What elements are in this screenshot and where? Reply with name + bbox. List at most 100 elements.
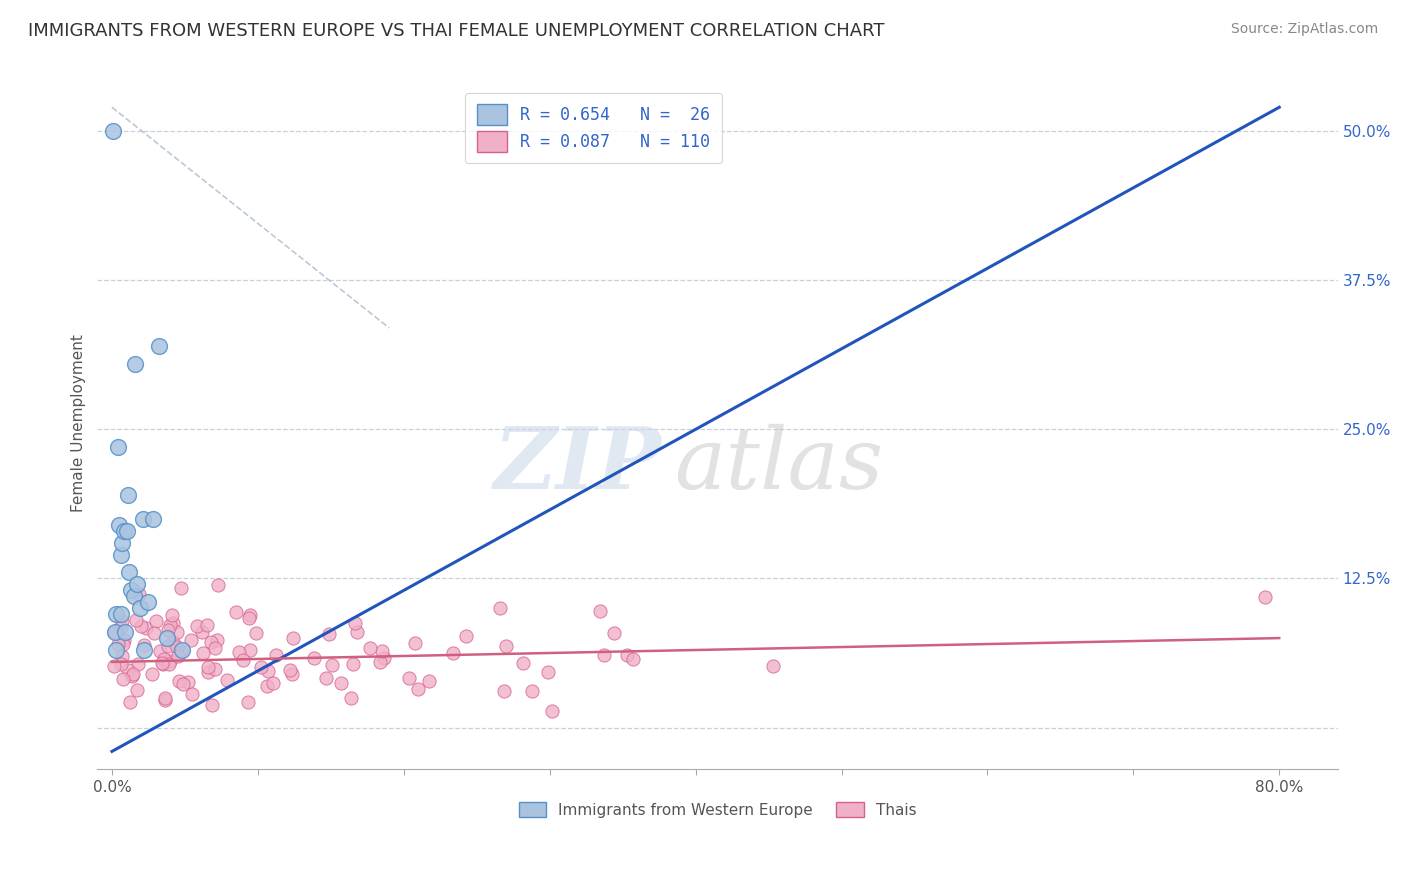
Point	[159, 618, 181, 632]
Point	[156, 623, 179, 637]
Point	[262, 676, 284, 690]
Point	[180, 632, 202, 647]
Point	[121, 669, 143, 683]
Point	[266, 648, 288, 663]
Text: Source: ZipAtlas.com: Source: ZipAtlas.com	[1230, 22, 1378, 37]
Point	[128, 601, 150, 615]
Point	[302, 651, 325, 665]
Point	[200, 635, 222, 649]
Point	[111, 535, 134, 549]
Point	[238, 696, 260, 710]
Point	[120, 695, 142, 709]
Point	[128, 586, 150, 600]
Point	[152, 657, 174, 671]
Point	[120, 583, 142, 598]
Point	[186, 619, 208, 633]
Point	[107, 637, 129, 651]
Point	[225, 605, 247, 619]
Point	[143, 626, 166, 640]
Point	[110, 614, 132, 628]
Point	[204, 640, 226, 655]
Point	[127, 683, 149, 698]
Point	[162, 616, 184, 631]
Point	[142, 512, 165, 526]
Point	[111, 648, 134, 663]
Point	[315, 671, 337, 685]
Point	[124, 357, 146, 371]
Point	[166, 640, 188, 654]
Point	[589, 604, 612, 618]
Point	[359, 640, 381, 655]
Point	[156, 639, 179, 653]
Point	[110, 620, 132, 634]
Point	[148, 339, 170, 353]
Point	[112, 633, 135, 648]
Point	[159, 654, 181, 668]
Point	[373, 651, 395, 665]
Point	[103, 624, 125, 639]
Point	[170, 644, 193, 658]
Point	[131, 512, 153, 526]
Point	[149, 644, 172, 658]
Point	[172, 676, 194, 690]
Point	[145, 614, 167, 628]
Point	[371, 643, 394, 657]
Point	[616, 648, 638, 663]
Point	[512, 657, 534, 671]
Point	[103, 659, 125, 673]
Point	[108, 517, 131, 532]
Point	[121, 666, 143, 681]
Point	[368, 655, 391, 669]
Point	[105, 643, 128, 657]
Point	[160, 608, 183, 623]
Point	[125, 577, 148, 591]
Legend: Immigrants from Western Europe, Thais: Immigrants from Western Europe, Thais	[513, 796, 922, 824]
Point	[153, 690, 176, 705]
Point	[278, 664, 301, 678]
Point	[169, 673, 191, 688]
Point	[541, 704, 564, 718]
Point	[166, 625, 188, 640]
Point	[190, 625, 212, 640]
Point	[135, 621, 157, 635]
Point	[488, 601, 510, 615]
Point	[197, 660, 219, 674]
Point	[281, 632, 304, 646]
Point	[404, 635, 426, 649]
Point	[118, 566, 141, 580]
Point	[141, 667, 163, 681]
Point	[603, 626, 626, 640]
Point	[153, 651, 176, 665]
Point	[112, 524, 135, 538]
Point	[207, 633, 229, 648]
Point	[129, 619, 152, 633]
Point	[170, 643, 193, 657]
Point	[110, 548, 132, 562]
Text: ZIP: ZIP	[494, 423, 662, 507]
Point	[114, 625, 136, 640]
Point	[166, 649, 188, 664]
Point	[329, 676, 352, 690]
Point	[157, 657, 180, 671]
Point	[398, 672, 420, 686]
Point	[342, 657, 364, 671]
Point	[125, 613, 148, 627]
Point	[239, 643, 262, 657]
Point	[150, 656, 173, 670]
Point	[418, 674, 440, 689]
Point	[250, 660, 273, 674]
Point	[406, 681, 429, 696]
Point	[340, 690, 363, 705]
Point	[197, 617, 219, 632]
Point	[346, 624, 368, 639]
Point	[593, 648, 616, 662]
Point	[117, 663, 139, 677]
Point	[207, 578, 229, 592]
Point	[132, 643, 155, 657]
Point	[318, 627, 340, 641]
Point	[134, 638, 156, 652]
Point	[537, 665, 560, 679]
Point	[245, 625, 267, 640]
Point	[454, 629, 477, 643]
Point	[127, 657, 149, 671]
